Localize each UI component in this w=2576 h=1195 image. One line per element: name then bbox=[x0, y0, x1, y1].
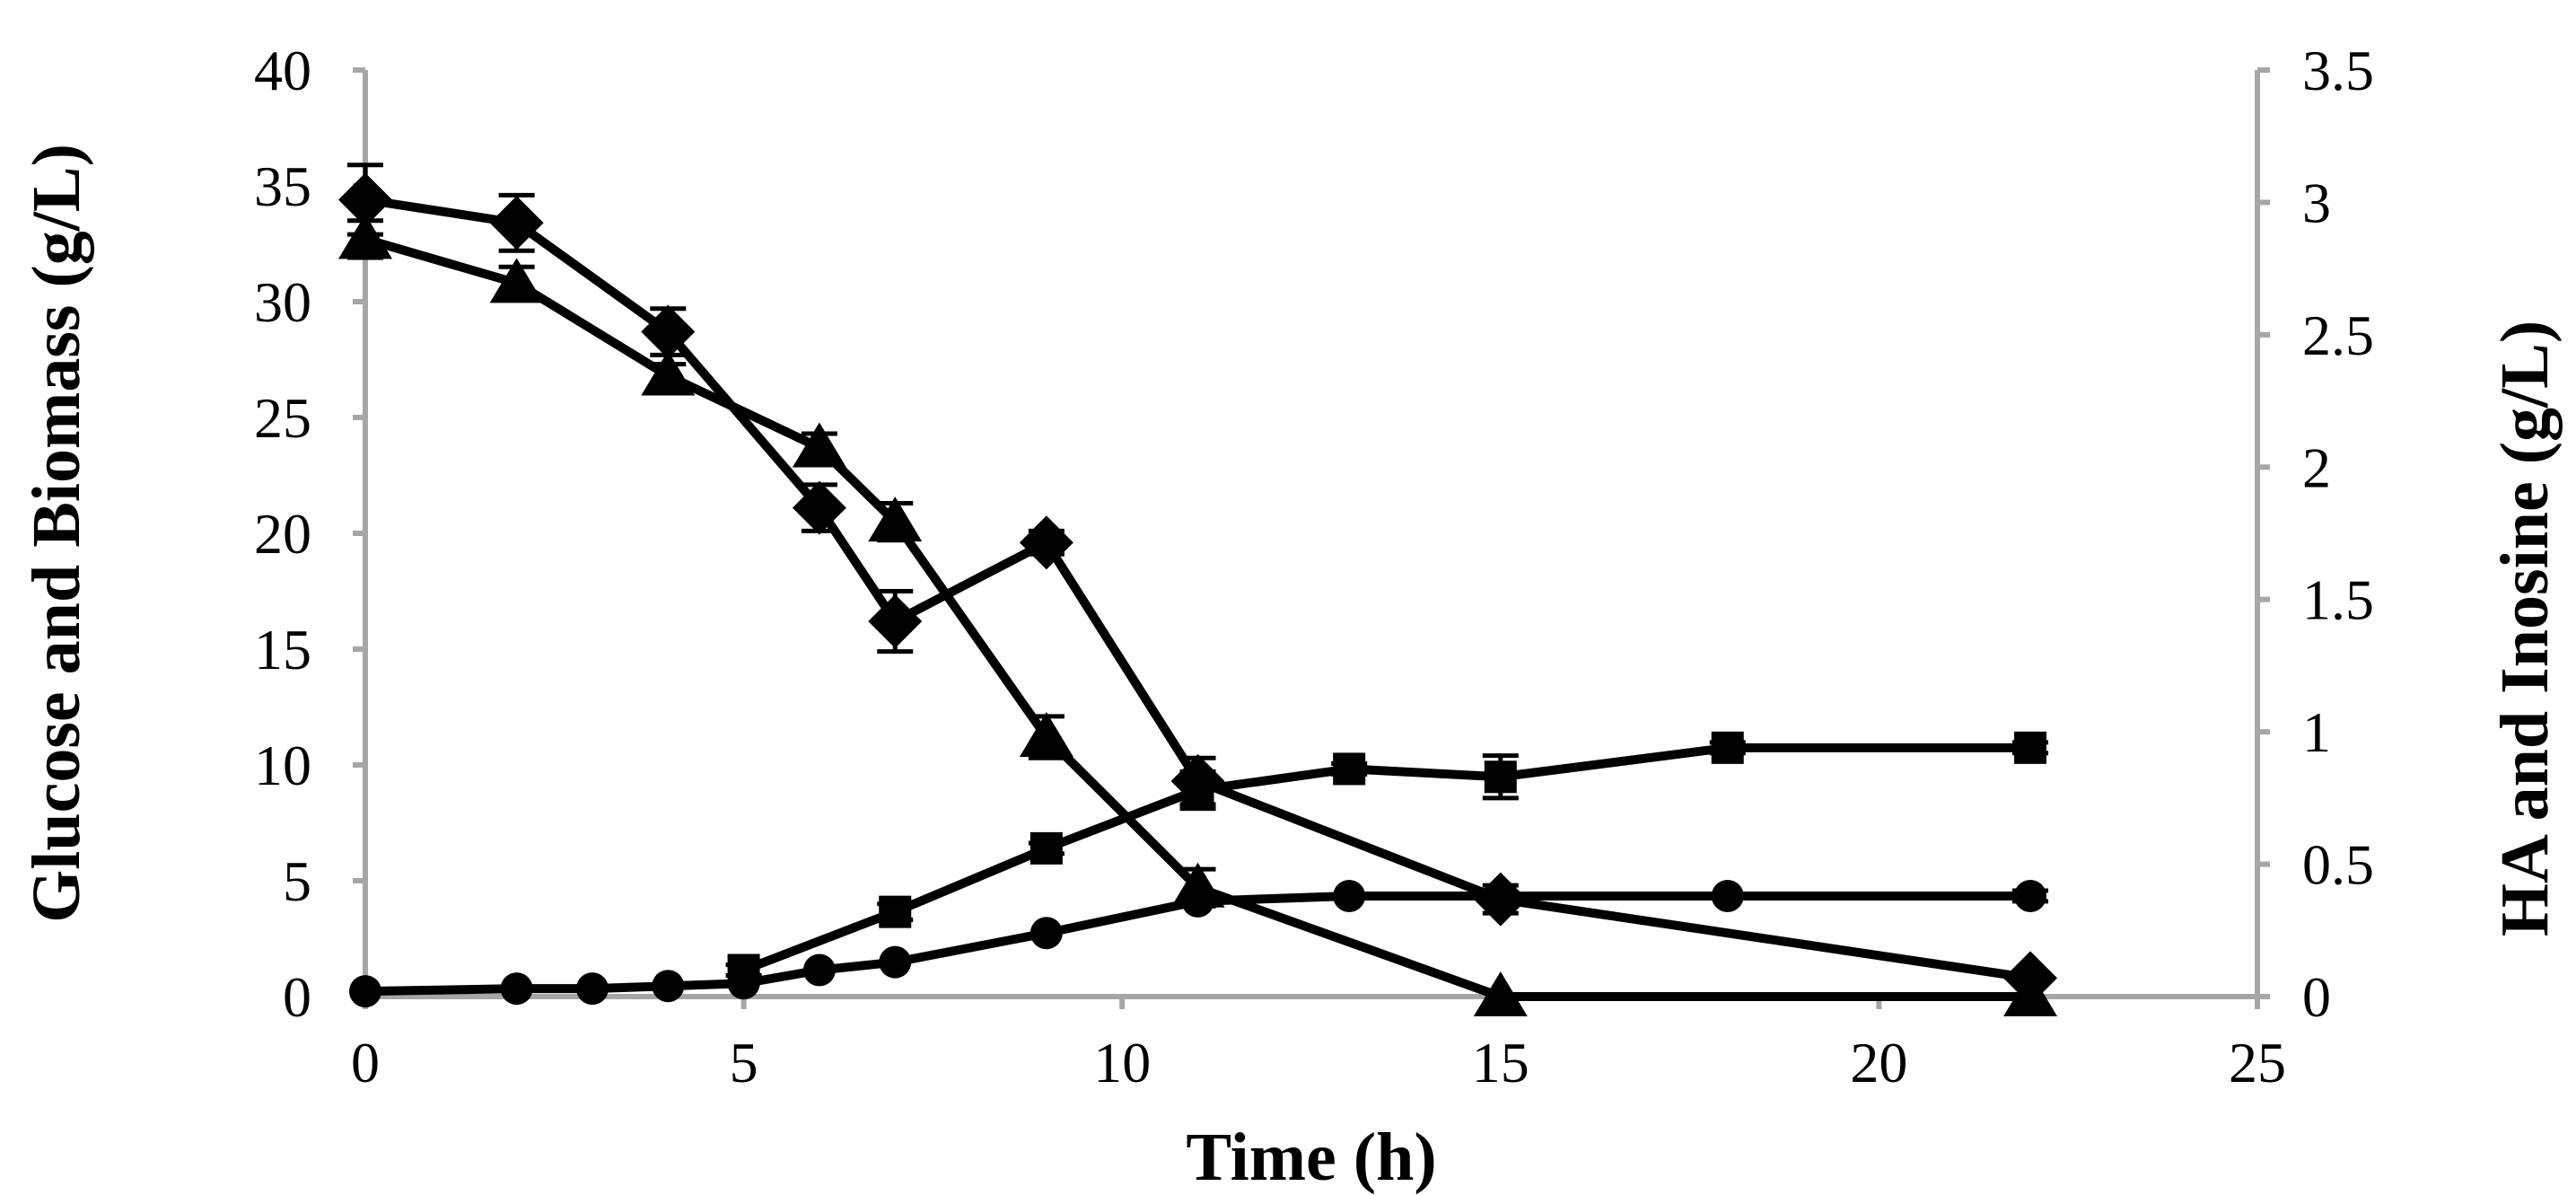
y-right-tick-label: 2.5 bbox=[2302, 303, 2374, 367]
circle-marker bbox=[2014, 879, 2047, 912]
y-axis-left-title: Glucose and Biomass (g/L) bbox=[19, 144, 94, 923]
circle-marker bbox=[652, 970, 685, 1003]
y-left-tick-label: 10 bbox=[254, 734, 311, 797]
triangle-marker bbox=[1019, 712, 1073, 758]
y-left-tick-label: 20 bbox=[254, 502, 311, 566]
y-right-tick-label: 3.5 bbox=[2302, 39, 2374, 102]
series-group bbox=[338, 163, 2058, 1016]
square-marker bbox=[1484, 760, 1517, 794]
y-right-tick-label: 0.5 bbox=[2302, 833, 2374, 897]
triangle-marker bbox=[868, 496, 923, 542]
square-marker bbox=[1030, 831, 1063, 865]
y-axis-right-title: HA and Inosine (g/L) bbox=[2487, 321, 2563, 936]
triangle-marker bbox=[792, 422, 846, 468]
diamond-marker bbox=[489, 196, 544, 250]
y-right-tick-label: 3 bbox=[2302, 171, 2331, 234]
y-left-tick-label: 35 bbox=[254, 154, 311, 218]
circle-marker bbox=[1030, 917, 1063, 950]
triangle-marker bbox=[338, 214, 392, 259]
x-tick-label: 0 bbox=[351, 1031, 380, 1094]
square-marker bbox=[1333, 752, 1366, 786]
diamond-marker bbox=[1019, 515, 1073, 570]
x-tick-label: 25 bbox=[2229, 1031, 2286, 1094]
series-line-diamond bbox=[364, 195, 2031, 983]
x-tick-label: 10 bbox=[1093, 1031, 1151, 1094]
circle-marker bbox=[802, 953, 836, 987]
diamond-marker bbox=[792, 480, 846, 535]
y-right-tick-label: 1 bbox=[2302, 700, 2331, 764]
series-triangle bbox=[338, 214, 2058, 1016]
x-tick-label: 5 bbox=[730, 1031, 758, 1094]
series-circle bbox=[349, 879, 2049, 1008]
triangle-marker bbox=[489, 258, 544, 303]
diamond-marker bbox=[641, 304, 696, 359]
axis-ticks: 0 5 10 15 20 25 0 5 10 15 20 25 30 35 40 0 0.5 1 1.5 2 2.5 3 3… bbox=[254, 39, 2374, 1094]
y-right-tick-label: 2 bbox=[2302, 435, 2331, 499]
y-right-tick-label: 0 bbox=[2302, 965, 2331, 1029]
y-left-tick-label: 30 bbox=[254, 270, 311, 334]
circle-marker bbox=[1711, 879, 1744, 912]
square-marker bbox=[2014, 731, 2047, 764]
y-left-tick-label: 15 bbox=[254, 618, 311, 681]
series-line-square bbox=[741, 742, 2031, 975]
circle-marker bbox=[1484, 879, 1517, 912]
circle-marker bbox=[1181, 884, 1214, 918]
square-marker bbox=[879, 895, 912, 928]
diamond-marker bbox=[868, 594, 923, 649]
y-left-tick-label: 25 bbox=[254, 386, 311, 450]
triangle-marker bbox=[641, 350, 696, 396]
x-tick-label: 15 bbox=[1472, 1031, 1529, 1094]
circle-marker bbox=[575, 972, 609, 1006]
triangle-marker bbox=[2003, 971, 2058, 1016]
y-left-tick-label: 5 bbox=[283, 849, 311, 913]
circle-marker bbox=[1333, 879, 1366, 912]
y-right-tick-label: 1.5 bbox=[2302, 568, 2374, 632]
x-axis-title: Time (h) bbox=[1186, 1120, 1436, 1195]
y-left-tick-label: 40 bbox=[254, 39, 311, 102]
x-tick-label: 20 bbox=[1850, 1031, 1907, 1094]
y-left-tick-label: 0 bbox=[283, 965, 311, 1029]
diamond-marker bbox=[338, 172, 392, 227]
square-marker bbox=[1181, 774, 1214, 807]
circle-marker bbox=[727, 967, 760, 1000]
triangle-marker bbox=[1473, 971, 1528, 1016]
square-marker bbox=[1711, 731, 1744, 764]
circle-marker bbox=[349, 975, 381, 1008]
circle-marker bbox=[879, 945, 912, 979]
circle-marker bbox=[500, 972, 533, 1006]
series-square bbox=[725, 731, 2049, 987]
